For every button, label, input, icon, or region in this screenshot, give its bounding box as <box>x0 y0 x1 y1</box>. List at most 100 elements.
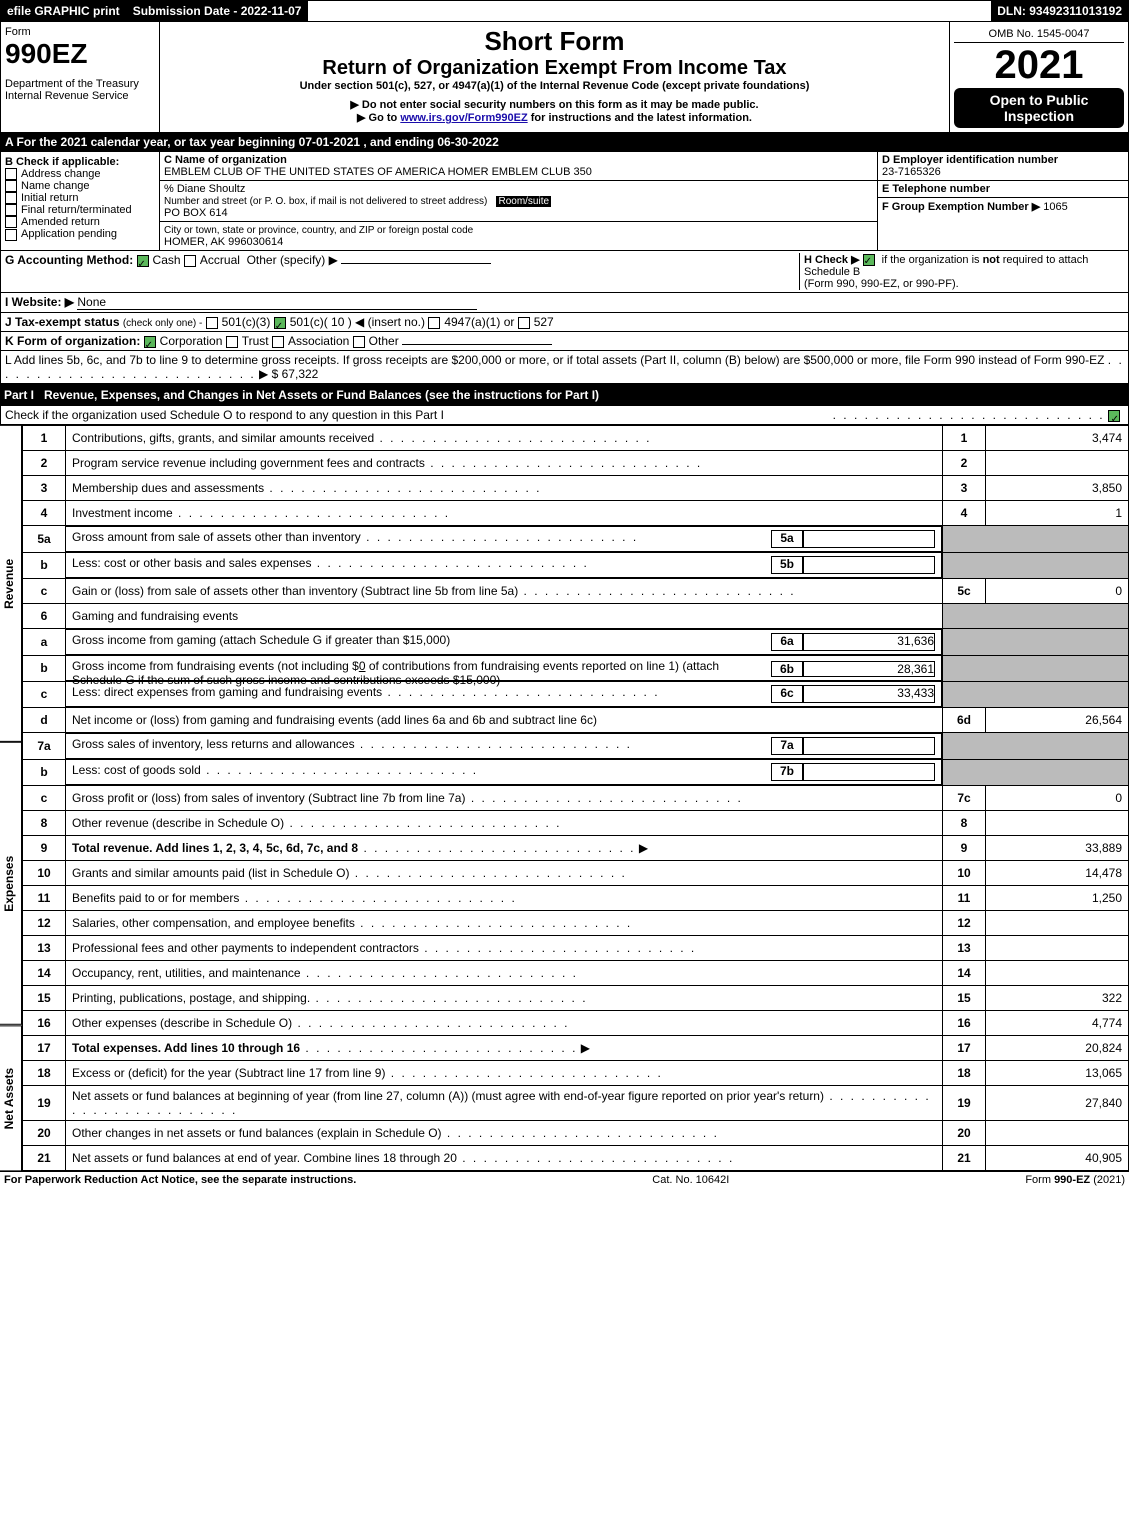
line-3-desc: Membership dues and assessments <box>72 481 264 495</box>
section-l-text: L Add lines 5b, 6c, and 7b to line 9 to … <box>5 353 1104 367</box>
checkbox-501c3[interactable] <box>206 317 218 329</box>
checkbox-h[interactable] <box>863 254 875 266</box>
section-e-label: E Telephone number <box>882 183 990 195</box>
checkbox-4947[interactable] <box>428 317 440 329</box>
label-application-pending: Application pending <box>21 228 117 240</box>
line-19-val: 27,840 <box>986 1086 1129 1121</box>
line-15: 15Printing, publications, postage, and s… <box>23 986 1129 1011</box>
section-l: L Add lines 5b, 6c, and 7b to line 9 to … <box>0 351 1129 384</box>
section-c-name-label: C Name of organization <box>164 154 287 166</box>
line-1: 1Contributions, gifts, grants, and simil… <box>23 426 1129 451</box>
section-bcdef: B Check if applicable: Address change Na… <box>0 152 1129 251</box>
section-c: C Name of organization EMBLEM CLUB OF TH… <box>160 152 877 250</box>
line-14-desc: Occupancy, rent, utilities, and maintena… <box>72 966 301 980</box>
label-corporation: Corporation <box>160 334 223 348</box>
line-17-val: 20,824 <box>986 1036 1129 1061</box>
checkbox-cash[interactable] <box>137 255 149 267</box>
form-word: Form <box>5 26 155 38</box>
line-18: 18Excess or (deficit) for the year (Subt… <box>23 1061 1129 1086</box>
label-name-change: Name change <box>21 180 90 192</box>
line-11-desc: Benefits paid to or for members <box>72 891 239 905</box>
warn1: ▶ Do not enter social security numbers o… <box>164 98 945 111</box>
line-6d-val: 26,564 <box>986 708 1129 733</box>
section-l-arrow: ▶ <box>259 367 268 381</box>
checkbox-association[interactable] <box>272 336 284 348</box>
checkbox-accrual[interactable] <box>184 255 196 267</box>
checkbox-501c[interactable] <box>274 317 286 329</box>
subtitle: Under section 501(c), 527, or 4947(a)(1)… <box>164 80 945 92</box>
part-1-header: Part I Revenue, Expenses, and Changes in… <box>0 384 1129 406</box>
line-6b-sub: 28,361 <box>803 661 935 677</box>
checkbox-initial-return[interactable] <box>5 192 17 204</box>
line-5a: 5aGross amount from sale of assets other… <box>23 526 1129 553</box>
checkbox-final-return[interactable] <box>5 204 17 216</box>
form-header: Form 990EZ Department of the Treasury In… <box>0 22 1129 133</box>
line-7a: 7aGross sales of inventory, less returns… <box>23 733 1129 760</box>
label-amended-return: Amended return <box>21 216 100 228</box>
topbar: efile GRAPHIC print Submission Date - 20… <box>0 0 1129 22</box>
dln-label: DLN: 93492311013192 <box>991 1 1128 21</box>
part-1-check-text: Check if the organization used Schedule … <box>5 408 444 422</box>
line-6b: bGross income from fundraising events (n… <box>23 655 1129 681</box>
line-10-val: 14,478 <box>986 861 1129 886</box>
line-6d: dNet income or (loss) from gaming and fu… <box>23 708 1129 733</box>
checkbox-address-change[interactable] <box>5 168 17 180</box>
line-5a-desc: Gross amount from sale of assets other t… <box>72 530 361 544</box>
line-18-desc: Excess or (deficit) for the year (Subtra… <box>72 1066 385 1080</box>
line-12-val <box>986 911 1129 936</box>
addr-label: Number and street (or P. O. box, if mail… <box>164 196 487 207</box>
line-7c: cGross profit or (loss) from sales of in… <box>23 786 1129 811</box>
line-9-val: 33,889 <box>986 836 1129 861</box>
checkbox-corporation[interactable] <box>144 336 156 348</box>
org-name: EMBLEM CLUB OF THE UNITED STATES OF AMER… <box>164 166 592 178</box>
section-gh: G Accounting Method: Cash Accrual Other … <box>0 251 1129 293</box>
checkbox-other-org[interactable] <box>353 336 365 348</box>
line-17: 17Total expenses. Add lines 10 through 1… <box>23 1036 1129 1061</box>
efile-print-label[interactable]: efile GRAPHIC print <box>1 1 127 21</box>
line-6: 6Gaming and fundraising events <box>23 604 1129 629</box>
checkbox-trust[interactable] <box>226 336 238 348</box>
line-20-val <box>986 1121 1129 1146</box>
address: PO BOX 614 <box>164 207 228 219</box>
line-5b: bLess: cost or other basis and sales exp… <box>23 552 1129 579</box>
line-11: 11Benefits paid to or for members111,250 <box>23 886 1129 911</box>
warn2: ▶ Go to www.irs.gov/Form990EZ for instru… <box>164 111 945 124</box>
website-value: None <box>77 295 106 309</box>
label-association: Association <box>288 334 349 348</box>
section-j-small: (check only one) - <box>123 318 202 329</box>
header-mid: Short Form Return of Organization Exempt… <box>160 22 949 132</box>
line-16: 16Other expenses (describe in Schedule O… <box>23 1011 1129 1036</box>
label-final-return: Final return/terminated <box>21 204 132 216</box>
line-5b-sub <box>803 556 935 574</box>
line-15-val: 322 <box>986 986 1129 1011</box>
header-right: OMB No. 1545-0047 2021 Open to Public In… <box>949 22 1128 132</box>
dept-label: Department of the Treasury <box>5 78 155 90</box>
line-2-val <box>986 451 1129 476</box>
line-8-val <box>986 811 1129 836</box>
ein-value: 23-7165326 <box>882 166 941 178</box>
line-6c-sub: 33,433 <box>803 685 935 703</box>
city-state-zip: HOMER, AK 996030614 <box>164 236 283 248</box>
lines-table: 1Contributions, gifts, grants, and simil… <box>22 425 1129 1171</box>
form-number: 990EZ <box>5 38 155 70</box>
line-6-desc: Gaming and fundraising events <box>66 604 943 629</box>
checkbox-application-pending[interactable] <box>5 229 17 241</box>
part-1-label: Part I <box>4 388 34 402</box>
section-d-label: D Employer identification number <box>882 154 1058 166</box>
line-10: 10Grants and similar amounts paid (list … <box>23 861 1129 886</box>
checkbox-name-change[interactable] <box>5 180 17 192</box>
irs-link[interactable]: www.irs.gov/Form990EZ <box>400 112 527 124</box>
checkbox-amended-return[interactable] <box>5 216 17 228</box>
line-4-val: 1 <box>986 501 1129 526</box>
line-6d-desc: Net income or (loss) from gaming and fun… <box>72 713 597 727</box>
line-7a-desc: Gross sales of inventory, less returns a… <box>72 737 355 751</box>
section-g-label: G Accounting Method: <box>5 253 133 267</box>
label-501c3: 501(c)(3) <box>222 315 271 329</box>
line-21-desc: Net assets or fund balances at end of ye… <box>72 1151 457 1165</box>
checkbox-part1-schedO[interactable] <box>1108 410 1120 422</box>
section-i: I Website: ▶ None <box>0 293 1129 313</box>
line-1-val: 3,474 <box>986 426 1129 451</box>
checkbox-527[interactable] <box>518 317 530 329</box>
gross-receipts-value: $ 67,322 <box>272 367 319 381</box>
part-1-title: Revenue, Expenses, and Changes in Net As… <box>44 388 599 402</box>
